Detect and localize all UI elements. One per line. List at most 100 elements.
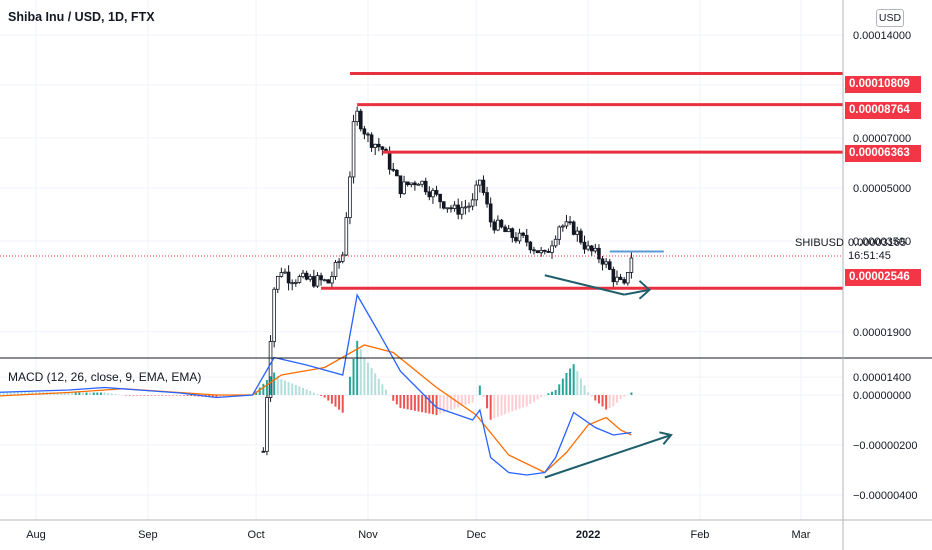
price-level-badge: 0.00010809 xyxy=(845,76,921,93)
candle-body xyxy=(611,269,616,283)
macd-histogram-bar xyxy=(529,395,532,404)
macd-histogram-bar xyxy=(623,395,626,397)
macd-histogram-bar xyxy=(345,394,348,396)
macd-histogram-bar xyxy=(20,391,23,395)
macd-histogram-bar xyxy=(572,364,575,395)
macd-histogram-bar xyxy=(532,395,535,402)
candle-body xyxy=(268,341,273,398)
candle-body xyxy=(423,180,428,193)
currency-selector[interactable]: USD xyxy=(876,9,904,27)
candle-body xyxy=(373,143,377,148)
price-tick-label: 0.00001400 xyxy=(853,372,911,384)
candle-body xyxy=(348,176,352,219)
candle-body xyxy=(607,261,612,270)
candle-body xyxy=(521,232,525,236)
macd-histogram-bar xyxy=(590,395,593,397)
macd-histogram-bar xyxy=(348,376,351,395)
macd-histogram-bar xyxy=(0,391,1,395)
macd-histogram-bar xyxy=(67,392,70,395)
drawing-layer[interactable] xyxy=(0,71,843,479)
macd-histogram-bar xyxy=(164,395,167,396)
candle-body xyxy=(290,282,295,285)
candle-body xyxy=(506,228,511,233)
macd-histogram-bar xyxy=(92,392,95,395)
candle-body xyxy=(452,204,457,209)
macd-histogram-bar xyxy=(435,395,438,415)
candle-body xyxy=(492,221,497,231)
macd-histogram-bar xyxy=(168,395,171,396)
macd-histogram-bar xyxy=(283,380,286,395)
candle-body xyxy=(517,232,522,242)
candle-body xyxy=(416,183,421,186)
macd-histogram-bar xyxy=(417,395,420,412)
candle-body xyxy=(366,133,370,136)
macd-histogram-bar xyxy=(287,382,290,395)
macd-tick-label: −0.00000400 xyxy=(853,490,918,502)
candle-body xyxy=(330,276,334,284)
macd-histogram-bar xyxy=(157,395,160,396)
candle-body xyxy=(629,257,634,273)
candle-series xyxy=(261,106,634,456)
macd-histogram-bar xyxy=(114,394,117,395)
candle-body xyxy=(337,260,341,263)
macd-histogram-bar xyxy=(449,395,452,410)
macd-histogram-bar xyxy=(85,392,88,395)
macd-histogram-bar xyxy=(74,392,77,395)
macd-histogram-bar xyxy=(341,395,344,413)
candle-body xyxy=(510,228,515,238)
macd-histogram-bar xyxy=(31,391,34,395)
candle-body xyxy=(391,168,396,171)
chart-title: Shiba Inu / USD, 1D, FTX xyxy=(8,10,155,24)
candle-body xyxy=(449,207,453,210)
candle-body xyxy=(478,179,482,186)
candle-body xyxy=(405,181,410,186)
macd-histogram-bar xyxy=(554,390,557,395)
price-level-badge: 0.00002546 xyxy=(845,269,921,286)
macd-histogram-bar xyxy=(576,371,579,395)
chart-grid xyxy=(0,0,843,520)
macd-histogram-bar xyxy=(489,395,492,420)
macd-histogram-bar xyxy=(16,391,19,395)
macd-histogram-bar xyxy=(385,389,388,395)
macd-histogram-bar xyxy=(395,395,398,405)
macd-histogram-bar xyxy=(330,395,333,404)
candle-body xyxy=(550,245,554,253)
price-arrow-head xyxy=(638,280,651,300)
macd-indicator-label[interactable]: MACD (12, 26, close, 9, EMA, EMA) xyxy=(8,370,202,384)
candle-body xyxy=(546,251,551,253)
macd-histogram-bar xyxy=(493,395,496,419)
candle-body xyxy=(413,182,417,186)
candle-body xyxy=(286,271,291,284)
candle-body xyxy=(275,276,280,290)
candle-body xyxy=(434,190,439,195)
macd-histogram-bar xyxy=(273,372,276,395)
macd-histogram-bar xyxy=(392,395,395,401)
macd-histogram-bar xyxy=(172,395,175,396)
candle-body xyxy=(340,254,345,262)
time-tick-label: 2022 xyxy=(576,529,600,541)
candle-body xyxy=(499,219,504,228)
price-level-badge: 0.00008764 xyxy=(845,102,921,119)
candle-body xyxy=(420,180,424,185)
macd-histogram-bar xyxy=(370,368,373,395)
candle-body xyxy=(312,276,316,287)
macd-histogram xyxy=(0,340,633,420)
candle-body xyxy=(575,230,580,235)
candle-body xyxy=(456,204,460,215)
macd-histogram-bar xyxy=(356,340,359,395)
candle-body xyxy=(542,249,547,252)
macd-histogram-bar xyxy=(13,391,16,395)
candle-body xyxy=(369,134,374,148)
macd-histogram-bar xyxy=(215,395,218,398)
macd-histogram-bar xyxy=(107,393,110,395)
candle-body xyxy=(402,181,406,195)
macd-histogram-bar xyxy=(78,392,81,395)
macd-histogram-bar xyxy=(298,386,301,395)
candle-body xyxy=(441,201,446,209)
macd-histogram-bar xyxy=(99,392,102,395)
macd-histogram-bar xyxy=(522,395,525,408)
time-tick-label: Mar xyxy=(792,529,811,541)
candle-body xyxy=(398,175,403,195)
macd-histogram-bar xyxy=(139,395,142,396)
